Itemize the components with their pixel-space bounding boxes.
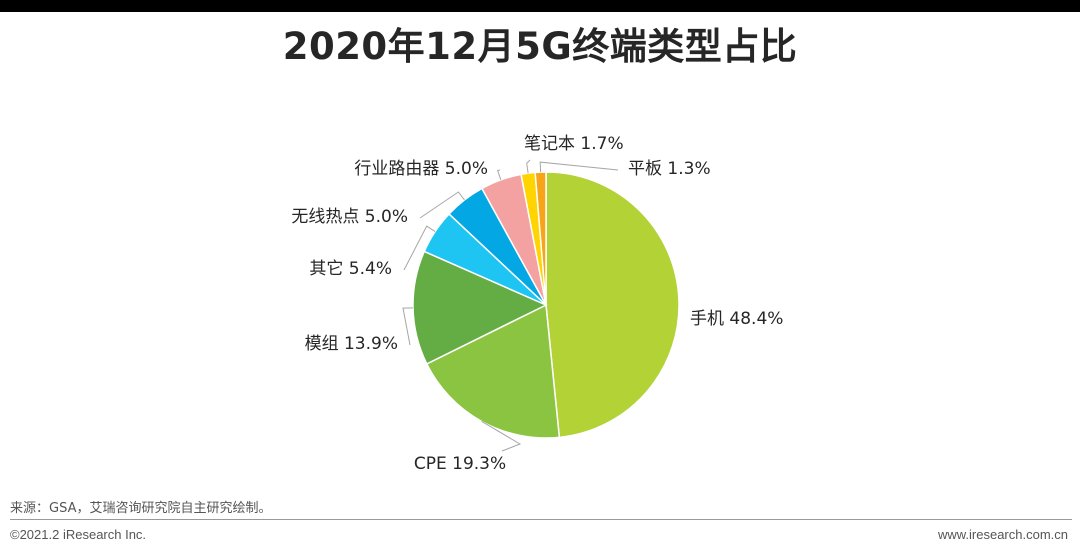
pie-slice-7 [534, 171, 547, 306]
copyright-text: ©2021.2 iResearch Inc. [10, 527, 147, 542]
pie-slice-2 [412, 250, 548, 365]
website-link[interactable]: www.iresearch.com.cn [937, 527, 1068, 542]
leader-line-6 [526, 159, 531, 174]
pie-slice-1 [425, 303, 561, 439]
leader-line-7 [539, 161, 619, 173]
data-label-5: 行业路由器 5.0% [354, 159, 488, 179]
footer-divider [10, 519, 1072, 520]
data-label-1: CPE 19.3% [414, 454, 506, 474]
leader-line-2 [402, 307, 414, 346]
pie-slices [412, 171, 680, 439]
report-page: 2020年12月5G终端类型占比 手机 48.4% CPE 19.3% 模组 13.… [0, 12, 1080, 555]
leader-line-4 [419, 191, 465, 219]
leader-line-3 [403, 225, 436, 271]
source-note: 来源：GSA，艾瑞咨询研究院自主研究绘制。 [10, 501, 272, 516]
data-label-3: 其它 5.4% [309, 259, 392, 279]
data-label-7: 平板 1.3% [628, 159, 711, 179]
data-label-0: 手机 48.4% [690, 309, 783, 329]
data-label-4: 无线热点 5.0% [291, 207, 408, 227]
pie-slice-0 [545, 171, 680, 439]
pie-chart: 手机 48.4% CPE 19.3% 模组 13.9% 其它 5.4% 无线热点 5.0… [291, 134, 783, 474]
chart-title: 2020年12月5G终端类型占比 [282, 25, 798, 68]
leader-line-5 [496, 169, 502, 181]
data-label-6: 笔记本 1.7% [524, 134, 624, 154]
data-label-2: 模组 13.9% [305, 334, 398, 354]
leader-line-1 [481, 420, 522, 452]
pie-labels: 手机 48.4% CPE 19.3% 模组 13.9% 其它 5.4% 无线热点 5.0… [291, 134, 783, 474]
